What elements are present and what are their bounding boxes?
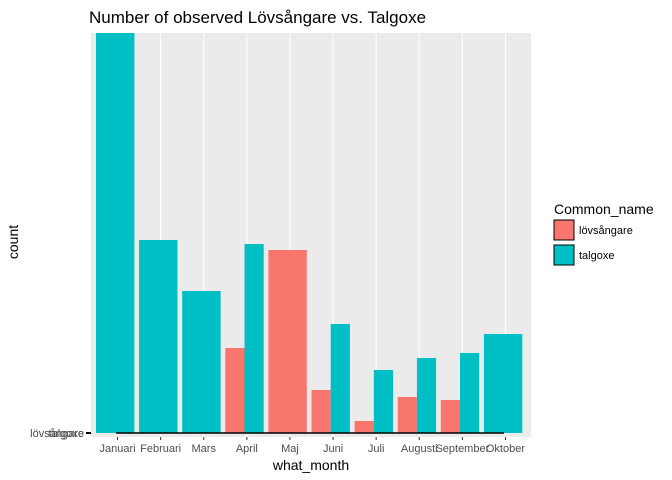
chart-title: Number of observed Lövsångare vs. Talgox… — [89, 8, 426, 27]
bar-talgoxe-september — [460, 353, 480, 433]
bar-lovsangare-augusti — [397, 397, 417, 433]
y-axis-title: count — [5, 225, 21, 259]
bar-talgoxe-juli — [373, 370, 393, 433]
x-tick-label-juni: Juni — [323, 443, 343, 455]
bar-lovsangare-juni — [311, 390, 331, 433]
x-axis-title: what_month — [272, 457, 349, 473]
y-tick-label-lovsangare: lövsångare — [30, 428, 84, 440]
bar-talgoxe-februari — [139, 240, 178, 433]
bar-lovsangare-juli — [354, 421, 374, 433]
x-tick-label-mars: Mars — [192, 443, 217, 455]
x-tick-label-oktober: Oktober — [486, 443, 525, 455]
bar-talgoxe-mars — [182, 291, 221, 433]
x-tick-label-januari: Januari — [100, 443, 136, 455]
bar-lovsangare-april — [225, 348, 245, 433]
bars — [96, 33, 523, 433]
x-tick-label-augusti: Augusti — [401, 443, 438, 455]
legend-key-lovsangare — [553, 219, 575, 241]
y-tick-label-talgoxe: talgoxe — [49, 428, 84, 440]
x-tick-label-september: September — [435, 443, 489, 455]
legend-label-talgoxe: talgoxe — [579, 250, 614, 262]
bar-talgoxe-juni — [330, 324, 350, 433]
legend-label-lovsangare: lövsångare — [579, 225, 633, 237]
bar-talgoxe-oktober — [483, 334, 523, 433]
x-tick-label-maj: Maj — [281, 443, 299, 455]
legend: Common_name lövsångare talgoxe — [553, 201, 654, 266]
bar-talgoxe-januari — [96, 33, 135, 433]
bar-lovsangare-september — [440, 400, 460, 433]
x-tick-label-april: April — [236, 443, 258, 455]
bar-talgoxe-april — [244, 244, 264, 433]
bar-lovsangare-maj — [268, 250, 307, 433]
legend-title: Common_name — [554, 201, 654, 217]
legend-key-talgoxe — [553, 244, 575, 266]
x-axis: Januari Februari Mars April Maj Juni Juli Augus… — [100, 437, 525, 455]
bar-talgoxe-augusti — [416, 358, 437, 433]
x-tick-label-februari: Februari — [140, 443, 181, 455]
x-tick-label-juli: Juli — [368, 443, 385, 455]
